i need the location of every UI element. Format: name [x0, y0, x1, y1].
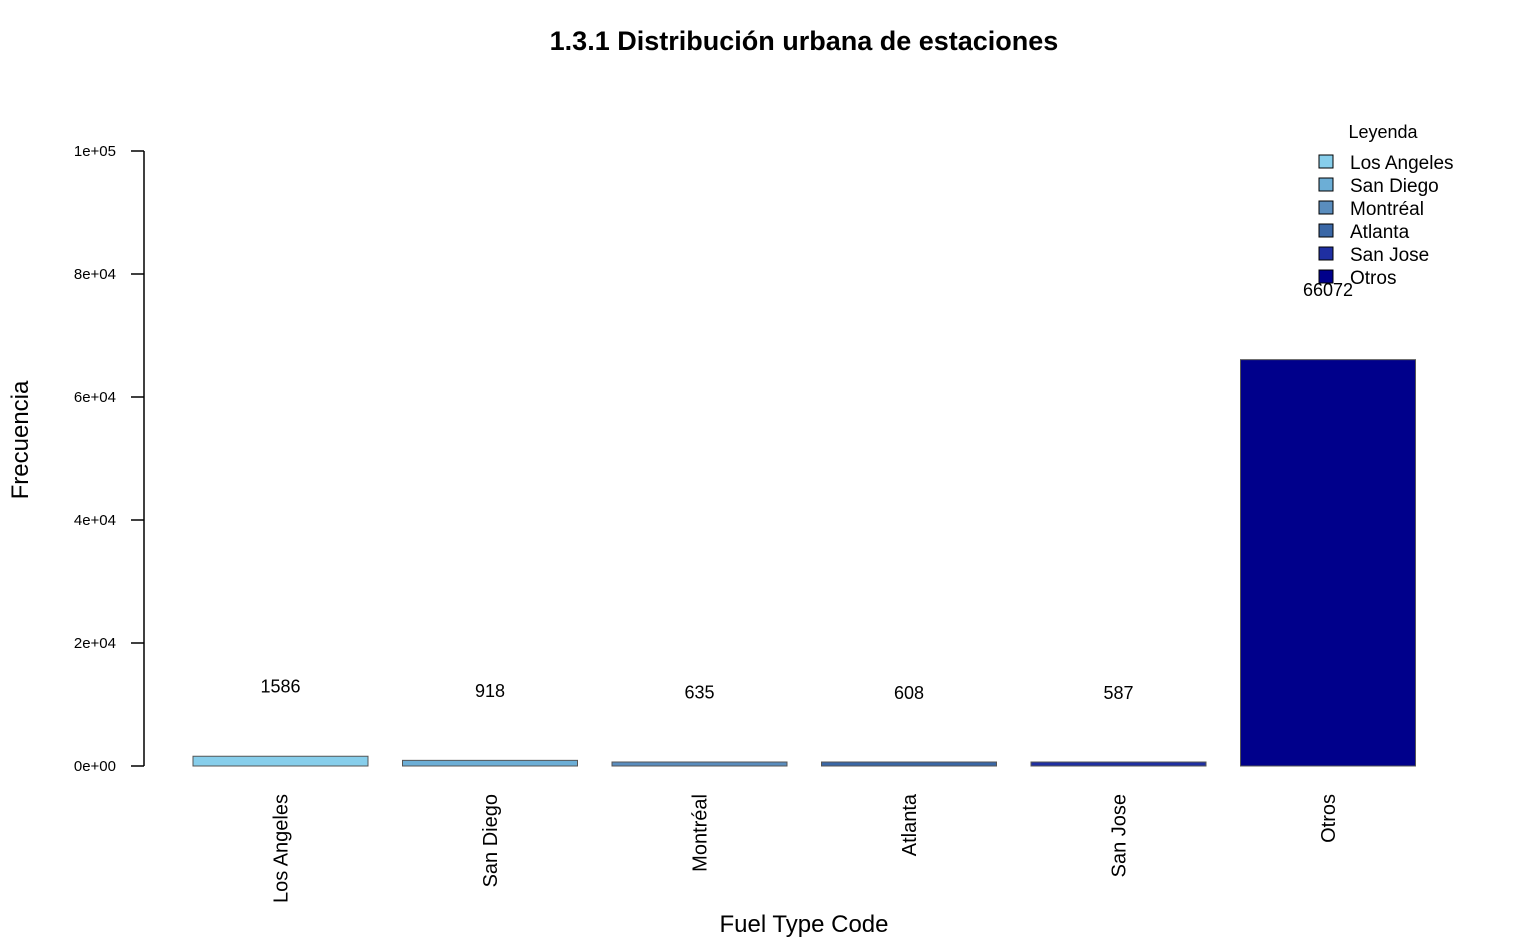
bar-value-label: 66072 [1303, 280, 1353, 300]
bar-value-label: 1586 [260, 677, 300, 697]
value-labels-group: 1586 918 635 608 587 66072 [260, 280, 1353, 703]
y-tick-label: 0e+00 [74, 758, 116, 775]
bar-value-label: 635 [684, 683, 714, 703]
x-tick-label: Atlanta [899, 793, 921, 856]
legend-swatch [1318, 154, 1334, 169]
x-tick-label: Montréal [690, 794, 712, 872]
legend-entry-label: San Diego [1350, 176, 1439, 197]
y-tick-label: 6e+04 [74, 389, 116, 406]
legend-title: Leyenda [1348, 122, 1418, 142]
bar [611, 761, 788, 767]
y-tick-label: 1e+05 [74, 143, 116, 160]
category-labels-group: Los Angeles San Diego Montréal Atlanta San J… [271, 793, 1341, 903]
bar [1030, 761, 1207, 767]
x-tick-label: San Diego [480, 794, 502, 887]
bar-value-label: 608 [894, 683, 924, 703]
legend-swatch [1318, 269, 1334, 284]
bar [402, 759, 578, 767]
bar [1240, 359, 1416, 767]
y-tick-label: 2e+04 [74, 635, 116, 652]
legend-entry-label: Montréal [1350, 199, 1424, 220]
y-tick-label: 4e+04 [74, 512, 116, 529]
x-tick-label: Otros [1318, 794, 1340, 843]
y-axis-label: Frecuencia [7, 380, 34, 499]
legend-entry-label: Otros [1350, 268, 1396, 289]
bars-group [192, 359, 1416, 767]
bar [192, 755, 369, 767]
legend-entry-label: San Jose [1350, 245, 1429, 266]
bar-value-label: 587 [1103, 683, 1133, 703]
legend-swatch [1318, 246, 1334, 261]
y-axis: 0e+00 2e+04 4e+04 6e+04 8e+04 1e+05 [74, 143, 145, 775]
bar [821, 761, 997, 767]
x-axis-label: Fuel Type Code [720, 911, 889, 938]
x-tick-label: San Jose [1109, 794, 1131, 877]
chart-title: 1.3.1 Distribución urbana de estaciones [550, 26, 1059, 56]
legend-entry-label: Los Angeles [1350, 153, 1454, 174]
legend-entry-label: Atlanta [1350, 222, 1410, 243]
legend-swatch [1318, 200, 1334, 215]
legend-swatch [1318, 177, 1334, 192]
y-tick-label: 8e+04 [74, 266, 116, 283]
bar-value-label: 918 [475, 681, 505, 701]
x-tick-label: Los Angeles [271, 794, 293, 903]
legend-swatch [1318, 223, 1334, 238]
